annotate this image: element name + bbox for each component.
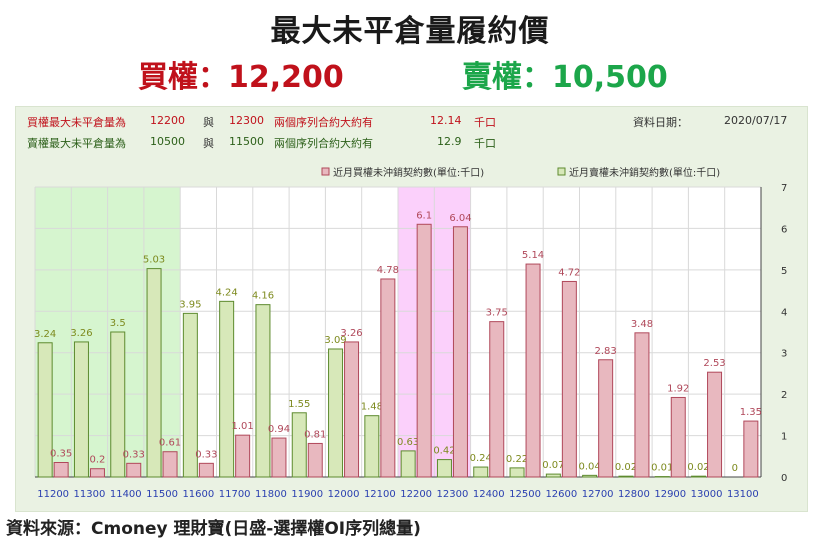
call-info-text: 兩個序列合約大約有 xyxy=(274,116,373,129)
date-value: 2020/07/17 xyxy=(724,114,788,127)
date-label: 資料日期： xyxy=(633,116,688,129)
call-info-value: 12.14 xyxy=(430,114,462,127)
put-info-label: 賣權最大未平倉量為 xyxy=(27,137,126,150)
page-title: 最大未平倉量履約價 xyxy=(270,14,550,49)
call-info-strike-a: 12200 xyxy=(150,114,185,127)
put-info-conj: 與 xyxy=(203,137,214,150)
put-max-oi-summary: 賣權：10,500 xyxy=(462,60,668,95)
put-info-value: 12.9 xyxy=(437,135,462,148)
call-info-conj: 與 xyxy=(203,116,214,129)
data-source-footer: 資料來源：Cmoney 理財寶(日盛-選擇權OI序列總量) xyxy=(6,519,421,539)
call-info-unit: 千口 xyxy=(474,116,496,129)
put-info-text: 兩個序列合約大約有 xyxy=(274,137,373,150)
put-info-unit: 千口 xyxy=(474,137,496,150)
chart-panel xyxy=(15,106,808,512)
call-info-label: 買權最大未平倉量為 xyxy=(27,116,126,129)
put-info-strike-a: 10500 xyxy=(150,135,185,148)
put-info-strike-b: 11500 xyxy=(229,135,264,148)
call-info-strike-b: 12300 xyxy=(229,114,264,127)
call-max-oi-summary: 買權：12,200 xyxy=(138,60,344,95)
